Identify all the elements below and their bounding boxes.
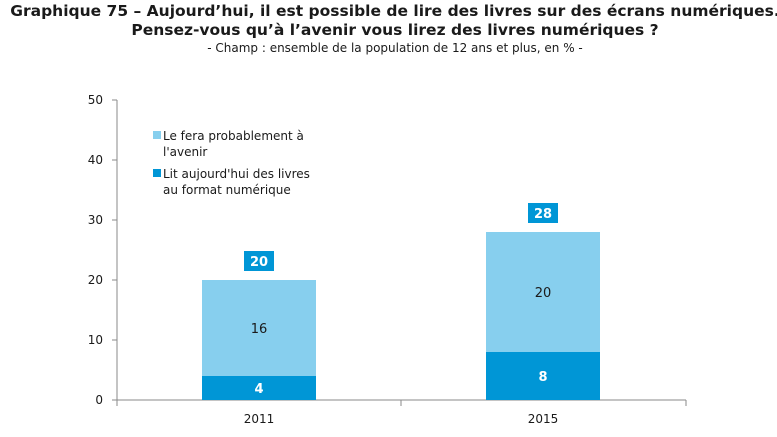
y-tick-label: 40 (88, 153, 103, 167)
bar-segment-2011-series-2 (202, 280, 316, 376)
total-label-2015: 28 (534, 207, 552, 222)
data-label-2011-series-2: 16 (251, 322, 268, 337)
chart-subtitle: - Champ : ensemble de la population de 1… (207, 41, 583, 55)
y-tick-label: 20 (88, 273, 103, 287)
bar-segment-2015-series-1 (486, 352, 600, 400)
chart-title-block: Graphique 75 – Aujourd’hui, il est possi… (0, 2, 777, 56)
y-tick-label: 0 (95, 393, 103, 407)
legend-label-2-line-2: au format numérique (163, 183, 291, 197)
total-label-box-2015 (528, 203, 558, 223)
chart-title-line-1: Graphique 75 – Aujourd’hui, il est possi… (10, 2, 777, 20)
legend-swatch-1 (153, 131, 161, 139)
data-label-2011-series-1: 4 (254, 382, 263, 397)
y-tick-label: 30 (88, 213, 103, 227)
total-label-box-2011 (244, 251, 274, 271)
x-category-label-2015: 2015 (528, 412, 559, 426)
legend-swatch-2 (153, 169, 161, 177)
legend-label-1-line-1: Le fera probablement à (163, 129, 304, 143)
bar-segment-2011-series-1 (202, 376, 316, 400)
bar-segment-2015-series-2 (486, 232, 600, 352)
chart-title-line-2: Pensez-vous qu’à l’avenir vous lirez des… (131, 21, 659, 39)
y-tick-label: 50 (88, 93, 103, 107)
total-label-2011: 20 (250, 255, 268, 270)
data-label-2015-series-1: 8 (538, 370, 547, 385)
legend-label-2-line-1: Lit aujourd'hui des livres (163, 167, 310, 181)
y-tick-label: 10 (88, 333, 103, 347)
data-label-2015-series-2: 20 (535, 286, 552, 301)
legend-label-1-line-2: l'avenir (163, 145, 207, 159)
x-category-label-2011: 2011 (244, 412, 275, 426)
